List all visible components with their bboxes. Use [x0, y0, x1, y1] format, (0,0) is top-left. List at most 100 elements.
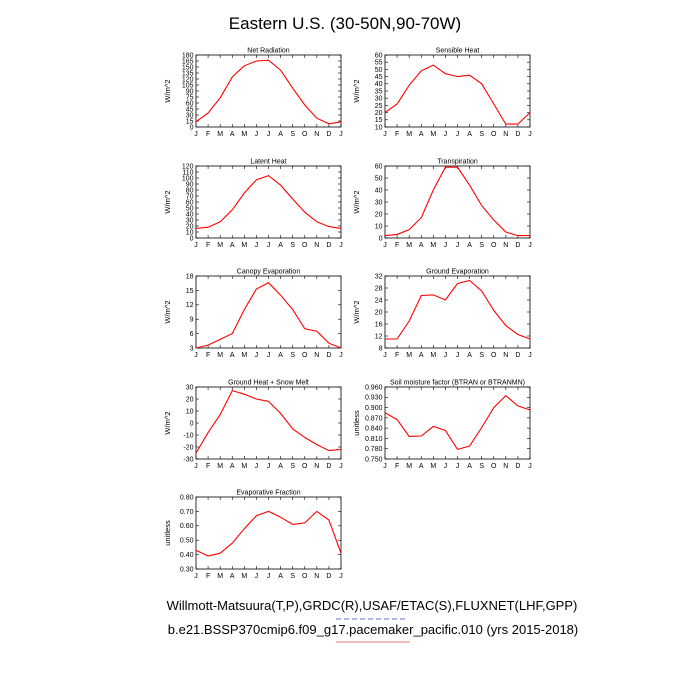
x-tick-label: J — [267, 131, 271, 138]
x-tick-label: M — [241, 131, 247, 138]
x-tick-label: J — [444, 352, 448, 359]
x-tick-label: M — [430, 242, 436, 249]
y-tick-label: 100 — [182, 175, 194, 182]
series-line — [384, 64, 531, 125]
y-tick-label: 30 — [186, 217, 194, 224]
y-tick-label: 40 — [375, 81, 383, 88]
x-tick-label: J — [383, 463, 387, 470]
x-tick-label: D — [515, 352, 520, 359]
series-line — [195, 174, 342, 229]
series-line — [195, 389, 342, 454]
y-tick-label: 28 — [375, 285, 383, 292]
x-tick-label: J — [339, 131, 343, 138]
x-tick-label: A — [467, 463, 472, 470]
y-tick-label: 55 — [375, 60, 383, 67]
x-tick-label: J — [383, 352, 387, 359]
x-tick-label: A — [419, 352, 424, 359]
x-tick-label: O — [302, 131, 308, 138]
y-tick-label: 30 — [186, 384, 194, 391]
x-tick-label: J — [255, 242, 259, 249]
x-tick-label: J — [267, 573, 271, 580]
x-tick-label: O — [302, 242, 308, 249]
x-tick-label: A — [278, 131, 283, 138]
x-tick-label: M — [241, 352, 247, 359]
panel-title: Transpiration — [437, 159, 478, 166]
x-tick-label: D — [515, 463, 520, 470]
y-axis-label: W/m^2 — [163, 411, 172, 434]
x-tick-label: J — [528, 463, 532, 470]
y-tick-label: 12 — [186, 302, 194, 309]
y-tick-label: 15 — [186, 288, 194, 295]
x-tick-label: A — [230, 573, 235, 580]
y-tick-label: 15 — [186, 118, 194, 125]
footer-line-1: Willmott-Matsuura(T,P),GRDC(R),USAF/ETAC… — [167, 598, 578, 613]
y-tick-label: 10 — [375, 124, 383, 131]
y-axis-label: W/m^2 — [163, 79, 172, 102]
panel-title: Latent Heat — [250, 159, 286, 166]
panel-title: Ground Heat + Snow Melt — [228, 380, 309, 387]
x-tick-label: J — [339, 352, 343, 359]
x-tick-label: A — [278, 352, 283, 359]
x-tick-label: O — [491, 352, 497, 359]
y-tick-label: 40 — [375, 187, 383, 194]
series-line — [195, 282, 342, 349]
panel-title: Evaporative Fraction — [236, 490, 300, 497]
x-tick-label: J — [528, 242, 532, 249]
x-tick-label: S — [479, 131, 484, 138]
x-tick-label: S — [479, 242, 484, 249]
x-tick-label: S — [290, 352, 295, 359]
x-tick-label: A — [467, 352, 472, 359]
y-axis-label: unitless — [163, 520, 172, 546]
x-tick-label: N — [503, 352, 508, 359]
y-axis-label: W/m^2 — [352, 300, 361, 323]
chart-panel-9: Evaporative Fraction 0.30 0.40 0.50 0.60 0.70… — [163, 490, 343, 581]
x-tick-label: S — [290, 242, 295, 249]
x-tick-label: O — [302, 573, 308, 580]
x-tick-label: O — [491, 463, 497, 470]
y-tick-label: 35 — [375, 88, 383, 95]
x-tick-label: J — [339, 463, 343, 470]
y-tick-label: 0 — [190, 235, 194, 242]
x-tick-label: J — [456, 463, 460, 470]
x-tick-label: A — [419, 131, 424, 138]
x-tick-label: O — [302, 463, 308, 470]
x-tick-label: J — [456, 352, 460, 359]
y-tick-label: 15 — [375, 117, 383, 124]
x-tick-label: M — [406, 242, 412, 249]
x-tick-label: A — [278, 573, 283, 580]
x-tick-label: J — [456, 131, 460, 138]
y-tick-label: 0 — [379, 235, 383, 242]
x-tick-label: J — [339, 242, 343, 249]
y-tick-label: 0.70 — [180, 509, 194, 516]
y-tick-label: -30 — [183, 456, 193, 463]
y-tick-label: 20 — [375, 211, 383, 218]
x-tick-label: M — [241, 242, 247, 249]
y-tick-label: -20 — [183, 444, 193, 451]
x-tick-label: F — [395, 131, 399, 138]
series-line — [385, 279, 531, 340]
series-line — [384, 394, 531, 451]
x-tick-label: N — [314, 573, 319, 580]
x-tick-label: N — [314, 131, 319, 138]
y-tick-label: 6 — [190, 331, 194, 338]
x-tick-label: S — [479, 463, 484, 470]
x-tick-label: N — [314, 352, 319, 359]
y-tick-label: 60 — [186, 100, 194, 107]
x-tick-label: J — [444, 242, 448, 249]
x-tick-label: J — [528, 131, 532, 138]
y-axis-label: W/m^2 — [352, 190, 361, 213]
panel-title: Canopy Evaporation — [237, 269, 301, 276]
y-tick-label: 105 — [182, 82, 194, 89]
x-tick-label: S — [290, 573, 295, 580]
chart-panel-7: Ground Heat + Snow Melt -30 -20 -10 0 10 20 30 J… — [163, 380, 343, 471]
x-tick-label: A — [467, 131, 472, 138]
y-tick-label: 12 — [375, 333, 383, 340]
x-tick-label: N — [314, 242, 319, 249]
x-tick-label: F — [206, 573, 210, 580]
y-tick-label: 18 — [186, 273, 194, 280]
x-tick-label: O — [491, 242, 497, 249]
